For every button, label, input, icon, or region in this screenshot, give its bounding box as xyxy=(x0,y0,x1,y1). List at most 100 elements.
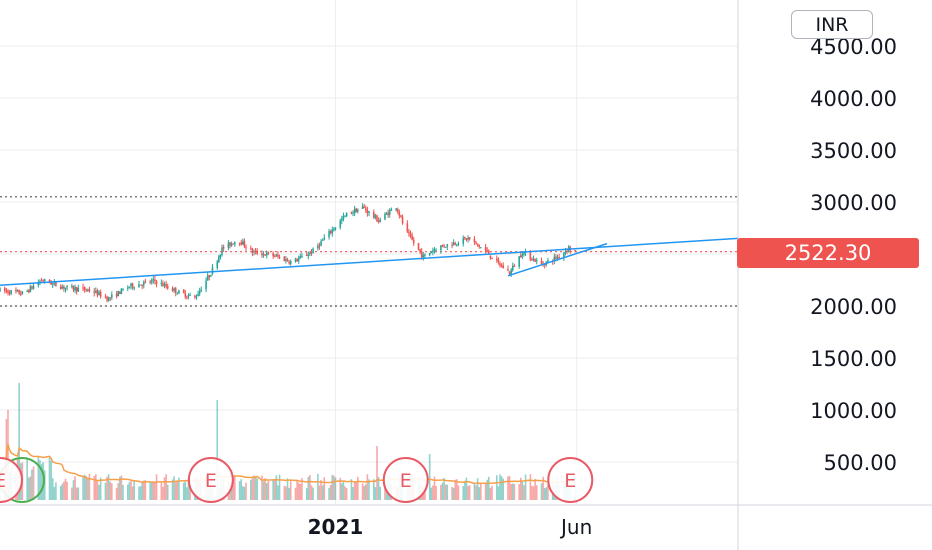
earnings-event-label: E xyxy=(0,470,6,492)
candle-body xyxy=(119,291,121,295)
volume-bar xyxy=(542,476,544,500)
candle-body xyxy=(507,269,509,271)
price-tick-label: 3000.00 xyxy=(810,191,897,215)
earnings-event-marker[interactable] xyxy=(187,457,234,503)
volume-bar xyxy=(176,481,179,500)
candle-body xyxy=(318,245,321,247)
candle-body xyxy=(99,291,102,297)
volume-bar xyxy=(242,486,244,500)
volume-bar xyxy=(534,478,536,500)
candle-body xyxy=(309,252,311,255)
candlestick-series xyxy=(0,203,576,303)
volume-bar xyxy=(262,481,265,500)
candle-body xyxy=(278,256,281,258)
volume-bar xyxy=(166,484,169,500)
volume-bar xyxy=(456,479,458,500)
volume-bar xyxy=(99,477,102,500)
candle-body xyxy=(513,266,516,268)
candle-body xyxy=(377,220,380,222)
trendline[interactable] xyxy=(0,237,739,286)
volume-bar xyxy=(29,476,32,500)
earnings-event-label: E xyxy=(205,470,217,492)
candle-body xyxy=(430,252,433,254)
volume-bar xyxy=(475,485,477,500)
volume-bar xyxy=(133,481,135,500)
candle-body xyxy=(59,286,62,289)
candle-body xyxy=(317,245,319,249)
candle-body xyxy=(443,245,445,247)
volume-bar xyxy=(48,456,51,500)
candle-body xyxy=(3,287,6,291)
candle-body xyxy=(138,284,140,288)
candle-body xyxy=(37,282,40,286)
volume-bar xyxy=(523,485,525,500)
volume-bar xyxy=(499,474,501,500)
volume-bar xyxy=(71,487,73,500)
volume-bar xyxy=(468,485,471,500)
candle-body xyxy=(120,288,123,294)
candle-body xyxy=(272,253,274,257)
price-tick-label: 500.00 xyxy=(824,451,897,475)
candle-body xyxy=(51,283,54,285)
candle-body xyxy=(243,240,246,247)
volume-bar xyxy=(473,482,476,500)
candle-body xyxy=(83,287,86,291)
candle-body xyxy=(126,287,129,289)
volume-bar xyxy=(66,481,68,500)
volume-bar xyxy=(182,482,185,500)
candle-body xyxy=(261,253,263,256)
currency-badge[interactable]: INR xyxy=(791,10,873,39)
candle-body xyxy=(387,212,389,216)
earnings-event-marker[interactable] xyxy=(547,457,594,503)
candle-body xyxy=(339,220,342,228)
volume-bar xyxy=(122,484,124,500)
candle-body xyxy=(216,261,219,268)
candle-body xyxy=(171,288,174,292)
volume-bar xyxy=(174,482,177,500)
candle-body xyxy=(256,250,258,254)
candle-body xyxy=(398,212,401,216)
volume-bar xyxy=(277,485,279,500)
candle-body xyxy=(195,296,198,298)
volume-bar xyxy=(545,487,548,500)
candle-body xyxy=(208,275,211,278)
candle-body xyxy=(131,283,134,288)
trendline[interactable] xyxy=(507,242,608,277)
candle-body xyxy=(174,287,177,293)
earnings-event-marker[interactable] xyxy=(382,457,429,503)
candle-body xyxy=(395,208,397,210)
volume-bar xyxy=(334,477,337,500)
event-markers[interactable]: EEEE xyxy=(0,457,594,503)
candle-body xyxy=(321,239,324,241)
volume-bar xyxy=(547,484,549,500)
volume-bar xyxy=(51,478,54,500)
candle-body xyxy=(230,243,233,246)
candle-body xyxy=(219,254,222,258)
candle-body xyxy=(61,286,64,289)
earnings-event-label: E xyxy=(400,470,412,492)
candle-body xyxy=(417,242,420,250)
candle-body xyxy=(518,256,520,267)
candle-body xyxy=(329,231,332,233)
candle-body xyxy=(365,208,367,211)
trendlines[interactable] xyxy=(0,237,739,286)
candle-body xyxy=(534,259,536,262)
price-axis[interactable]: 500.001000.001500.002000.002500.003000.0… xyxy=(810,35,897,475)
time-tick-label: 2021 xyxy=(308,515,364,539)
volume-bar xyxy=(486,479,489,500)
candle-body xyxy=(564,251,567,253)
candle-body xyxy=(197,294,199,297)
candle-body xyxy=(117,290,120,297)
earnings-event-marker[interactable] xyxy=(0,457,23,503)
volume-bar xyxy=(310,485,313,500)
time-axis[interactable]: 2021 Jun xyxy=(308,515,593,539)
volume-bar xyxy=(53,486,56,500)
candle-body xyxy=(53,282,56,284)
candle-body xyxy=(376,215,378,222)
candle-body xyxy=(468,237,471,240)
candle-body xyxy=(353,209,356,214)
candle-body xyxy=(176,293,179,295)
candle-body xyxy=(341,218,343,221)
candle-body xyxy=(39,281,41,283)
